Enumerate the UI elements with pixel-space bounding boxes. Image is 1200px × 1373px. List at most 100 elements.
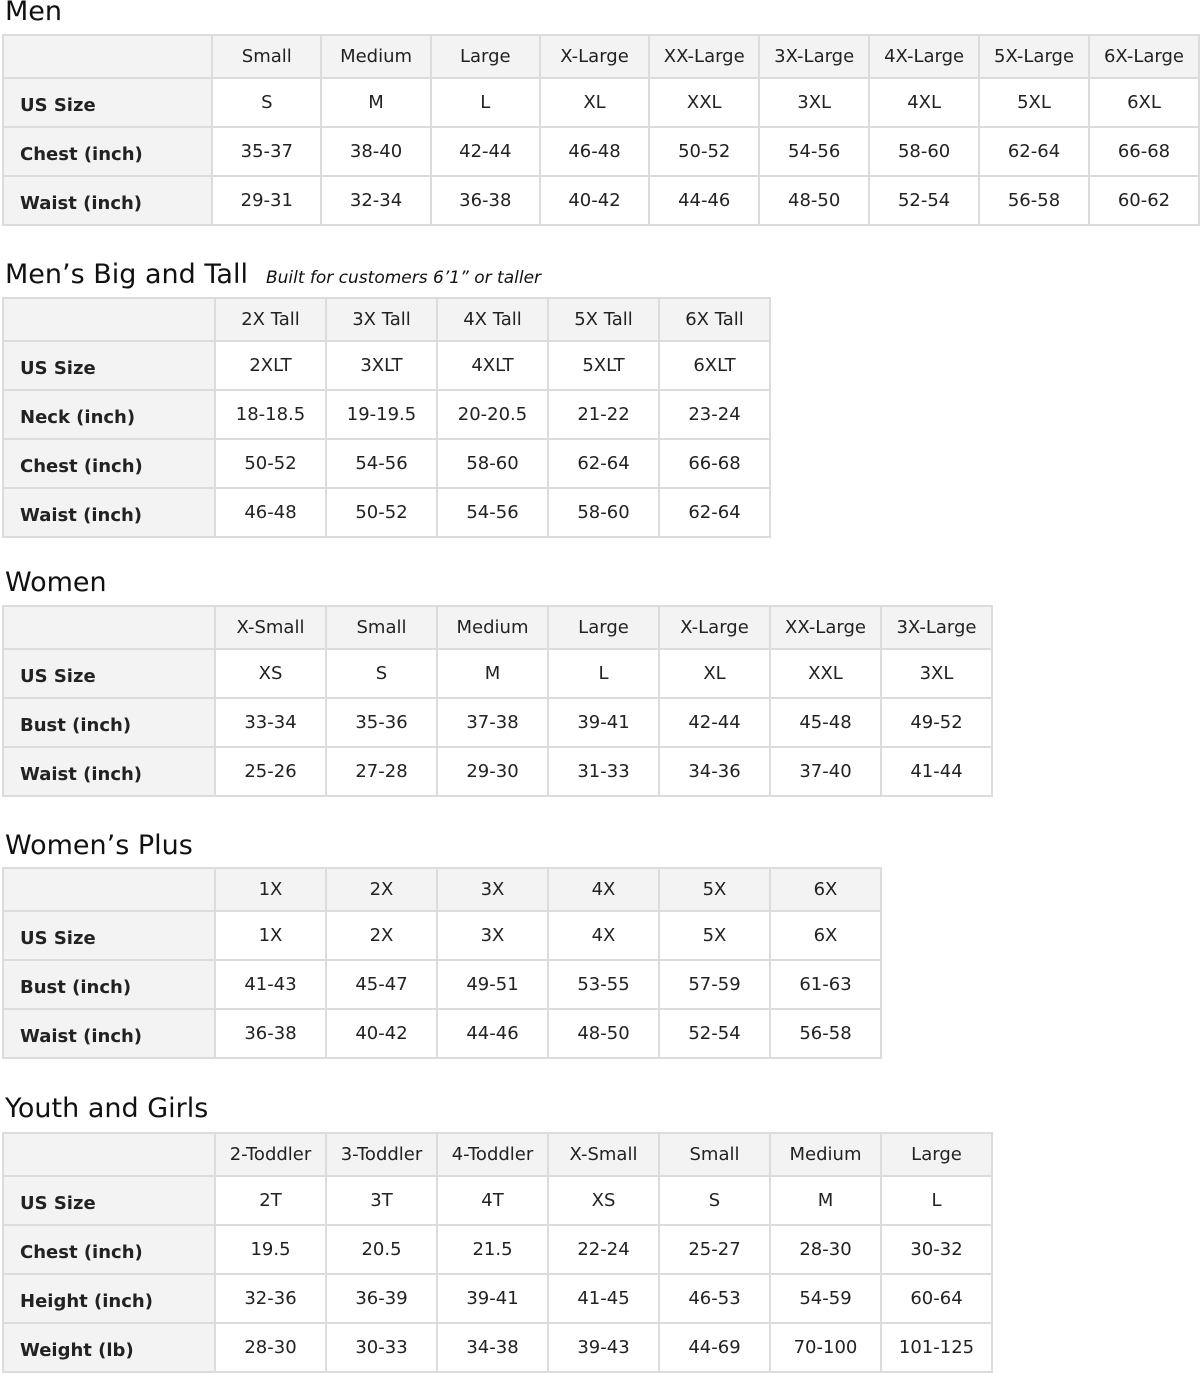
column-header: X-Small [547,1132,660,1177]
table-row: Waist (inch) 29-31 32-34 36-38 40-42 44-46 48-… [1,175,1200,226]
column-header: Large [429,34,541,79]
column-header: 5X-Large [978,34,1090,79]
row-label: Neck (inch) [2,389,216,440]
table-row: Chest (inch) 50-52 54-56 58-60 62-64 66-68 [2,438,771,489]
table-cell: 21.5 [436,1224,549,1275]
table-cell: 3XL [758,77,871,128]
table-cell: 46-48 [214,487,327,538]
row-label: US Size [2,910,216,961]
table-cell: 54-56 [436,487,549,538]
table-cell: 5X [658,910,771,961]
column-header: 2-Toddler [214,1132,327,1177]
row-label: Chest (inch) [1,126,214,177]
table-cell: L [880,1175,993,1226]
table-cell: 29-31 [211,175,323,226]
table-row: Chest (inch) 19.5 20.5 21.5 22-24 25-27 28-30 3… [2,1224,993,1275]
table-cell: 1X [214,910,327,961]
column-header: Medium [436,605,549,650]
table-cell: 39-41 [436,1273,549,1324]
table-cell: 25-26 [214,746,327,797]
section-note: Built for customers 6’1” or taller [265,268,542,288]
table-header-row: Small Medium Large X-Large XX-Large 3X-Large 4… [1,34,1200,79]
table-cell: XXL [648,77,761,128]
column-header: 3X-Large [880,605,993,650]
table-cell: 39-41 [547,697,660,748]
column-header: 4X Tall [436,297,549,342]
section-title-women-s-plus: Women’s Plus [5,831,193,861]
table-cell: 54-59 [769,1273,882,1324]
row-label: Chest (inch) [2,438,216,489]
table-cell: 6XL [1087,77,1200,128]
column-header: Medium [320,34,432,79]
table-row: Chest (inch) 35-37 38-40 42-44 46-48 50-52 54-… [1,126,1200,177]
column-header: 4X-Large [868,34,981,79]
table-cell: 6XLT [658,340,771,391]
table-row: US Size 2XLT 3XLT 4XLT 5XLT 6XLT [2,340,771,391]
table-cell: 3X [436,910,549,961]
table-cell: 42-44 [429,126,541,177]
column-header: Small [211,34,323,79]
table-cell: 101-125 [880,1322,993,1373]
table-cell: 35-37 [211,126,323,177]
size-table-youth-and-girls: 2-Toddler 3-Toddler 4-Toddler X-Small Small M… [2,1132,993,1373]
table-row: US Size XS S M L XL XXL 3XL [2,648,993,699]
column-header: 3-Toddler [325,1132,438,1177]
table-cell: 58-60 [547,487,660,538]
table-cell: 6X [769,910,882,961]
section-title-men-s-big-and-tall: Men’s Big and Tall Built for customers 6’… [5,260,541,293]
table-cell: 37-40 [769,746,882,797]
table-row: US Size 2T 3T 4T XS S M L [2,1175,993,1226]
table-cell: 50-52 [325,487,438,538]
column-header: 3X [436,867,549,912]
table-cell: 58-60 [436,438,549,489]
table-cell: 28-30 [214,1322,327,1373]
table-cell: S [211,77,323,128]
table-row: Weight (lb) 28-30 30-33 34-38 39-43 44-69 70-1… [2,1322,993,1373]
table-cell: 66-68 [658,438,771,489]
table-header-row: 1X 2X 3X 4X 5X 6X [2,867,882,912]
table-cell: 62-64 [978,126,1090,177]
column-header: Small [325,605,438,650]
table-cell: 18-18.5 [214,389,327,440]
table-cell: 45-48 [769,697,882,748]
table-cell: 70-100 [769,1322,882,1373]
column-header: 3X Tall [325,297,438,342]
table-cell: M [769,1175,882,1226]
column-header: 1X [214,867,327,912]
table-cell: 34-36 [658,746,771,797]
corner-cell [2,1132,216,1177]
table-cell: 29-30 [436,746,549,797]
table-cell: 22-24 [547,1224,660,1275]
column-header: 5X [658,867,771,912]
corner-cell [2,297,216,342]
table-cell: 40-42 [538,175,651,226]
table-cell: 54-56 [325,438,438,489]
table-cell: 27-28 [325,746,438,797]
section-title-women: Women [5,568,107,598]
table-cell: 48-50 [547,1008,660,1059]
table-cell: M [436,648,549,699]
column-header: Medium [769,1132,882,1177]
table-cell: 36-39 [325,1273,438,1324]
column-header: 2X [325,867,438,912]
table-cell: 38-40 [320,126,432,177]
column-header: X-Large [658,605,771,650]
section-title-text: Men’s Big and Tall [5,259,248,290]
table-cell: 62-64 [658,487,771,538]
table-cell: 2X [325,910,438,961]
corner-cell [2,605,216,650]
table-header-row: 2X Tall 3X Tall 4X Tall 5X Tall 6X Tall [2,297,771,342]
size-table-men-s-big-and-tall: 2X Tall 3X Tall 4X Tall 5X Tall 6X Tall US Si… [2,297,771,538]
table-cell: 2T [214,1175,327,1226]
row-label: US Size [2,648,216,699]
column-header: Large [547,605,660,650]
section-title-text: Men [5,0,63,27]
table-cell: 19.5 [214,1224,327,1275]
table-cell: 28-30 [769,1224,882,1275]
column-header: XX-Large [769,605,882,650]
table-cell: 4T [436,1175,549,1226]
table-cell: 44-46 [436,1008,549,1059]
table-row: Height (inch) 32-36 36-39 39-41 41-45 46-53 54… [2,1273,993,1324]
table-cell: 46-53 [658,1273,771,1324]
table-cell: 33-34 [214,697,327,748]
